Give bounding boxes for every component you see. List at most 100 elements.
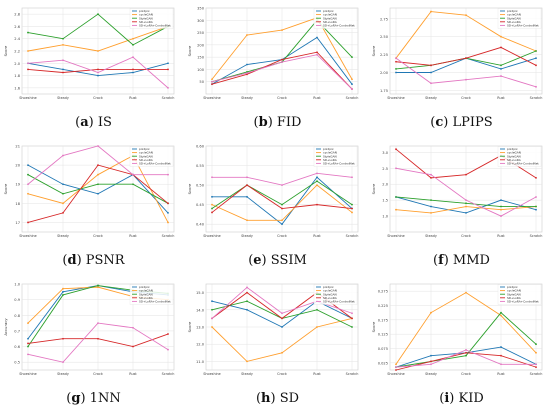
- y-tick-label: 50: [199, 80, 204, 84]
- data-point: [500, 75, 502, 77]
- data-point: [132, 56, 134, 59]
- y-tick-label: 0.45: [196, 203, 204, 207]
- data-point: [211, 326, 213, 328]
- data-point: [246, 219, 248, 222]
- x-tick-label: Shoeshine: [203, 234, 221, 238]
- data-point: [395, 208, 397, 211]
- legend-label: cycleGAN: [139, 13, 153, 17]
- data-point: [395, 57, 397, 60]
- y-tick-label: 0.55: [196, 164, 204, 168]
- data-point: [430, 205, 432, 208]
- x-tick-label: Scratch: [530, 372, 543, 376]
- data-point: [167, 86, 169, 89]
- data-point: [97, 145, 99, 147]
- data-point: [97, 183, 99, 186]
- x-tick-label: Crack: [461, 234, 471, 238]
- data-point: [430, 64, 432, 67]
- legend-label: StyleGAN: [507, 16, 521, 20]
- data-point: [211, 300, 213, 303]
- legend-label: SD+LoRA: [139, 296, 153, 300]
- x-tick-label: Scratch: [162, 234, 175, 238]
- data-point: [430, 211, 432, 214]
- data-point: [62, 154, 64, 157]
- y-tick-label: 0.7: [14, 329, 20, 333]
- data-point: [167, 333, 169, 335]
- data-point: [132, 68, 134, 71]
- data-point: [97, 286, 99, 289]
- data-point: [465, 14, 467, 17]
- y-axis-label: Accuracy: [3, 318, 8, 336]
- data-point: [281, 203, 283, 206]
- legend-label: SD+LoRA+ControlNet: [139, 162, 171, 166]
- data-point: [351, 176, 353, 179]
- caption-name: IS: [97, 115, 112, 130]
- data-point: [535, 64, 537, 67]
- x-tick-label: Rust: [129, 234, 137, 238]
- legend-label: cycleGAN: [507, 289, 521, 293]
- data-point: [167, 173, 169, 176]
- x-tick-label: Shoeshine: [387, 372, 405, 376]
- data-point: [167, 348, 169, 351]
- chart-panel-kid: 0.025 0.075 0.125 0.175 0.225 0.275 Shoeshine S…: [370, 278, 550, 415]
- chart-panel-sd: 11.0 12.0 13.0 14.0 15.0 Shoeshine Steady Crack…: [186, 278, 369, 415]
- y-tick-label: 2.25: [380, 53, 388, 57]
- legend-label: SD+LoRA+ControlNet: [323, 300, 355, 304]
- x-tick-label: Shoeshine: [387, 234, 405, 238]
- y-tick-label: 1.0: [14, 283, 20, 287]
- caption-name: SSIM: [270, 253, 307, 268]
- chart-panel-ssim: 0.40 0.45 0.50 0.55 0.60 Shoeshine Steady Crack…: [186, 140, 369, 277]
- data-point: [281, 219, 283, 222]
- y-tick-label: 300: [197, 19, 205, 23]
- line-chart: 1.75 2.00 2.25 2.50 2.75 Shoeshine Steady Crack…: [371, 7, 542, 100]
- y-tick-label: 0.225: [378, 304, 388, 308]
- x-tick-label: Crack: [93, 234, 103, 238]
- y-tick-label: 1.0: [382, 215, 388, 219]
- data-point: [62, 59, 64, 62]
- data-point: [27, 50, 29, 52]
- caption-name: LPIPS: [452, 115, 493, 130]
- x-tick-label: Scratch: [346, 96, 359, 100]
- data-point: [535, 205, 537, 208]
- x-tick-label: Crack: [277, 234, 287, 238]
- data-point: [27, 31, 29, 34]
- x-tick-label: Crack: [277, 96, 287, 100]
- data-point: [211, 211, 213, 214]
- data-point: [465, 354, 467, 357]
- data-point: [351, 56, 353, 59]
- data-point: [246, 176, 248, 179]
- x-tick-label: Crack: [461, 96, 471, 100]
- caption-letter: g: [71, 391, 81, 406]
- x-tick-label: Scratch: [346, 234, 359, 238]
- data-point: [430, 311, 432, 314]
- data-point: [465, 199, 467, 202]
- caption-name: MMD: [452, 253, 490, 268]
- data-point: [246, 63, 248, 66]
- legend-label: SD+LoRA+ControlNet: [507, 162, 539, 166]
- x-tick-label: Crack: [93, 372, 103, 376]
- data-point: [132, 71, 134, 74]
- data-point: [27, 353, 29, 356]
- data-point: [211, 78, 213, 81]
- data-point: [62, 361, 64, 364]
- y-tick-label: 0.60: [196, 145, 205, 149]
- data-point: [211, 207, 213, 210]
- data-point: [500, 363, 502, 366]
- data-point: [430, 176, 432, 179]
- data-point: [132, 37, 134, 40]
- panel-caption: (f) MMD: [433, 253, 490, 268]
- data-point: [316, 53, 318, 56]
- y-tick-label: 19: [15, 183, 20, 187]
- data-point: [62, 183, 64, 186]
- panel-caption: (h) SD: [255, 391, 300, 406]
- panel-caption: (b) FID: [253, 115, 302, 130]
- legend-label: SD+LoRA: [323, 20, 337, 24]
- x-tick-label: Steady: [57, 96, 69, 100]
- legend-label: cycleGAN: [507, 13, 521, 17]
- data-point: [535, 57, 537, 60]
- data-point: [395, 369, 397, 371]
- data-point: [395, 196, 397, 198]
- data-point: [465, 291, 467, 294]
- data-point: [27, 62, 29, 65]
- data-point: [500, 314, 502, 317]
- legend-label: pix2pix: [507, 285, 518, 289]
